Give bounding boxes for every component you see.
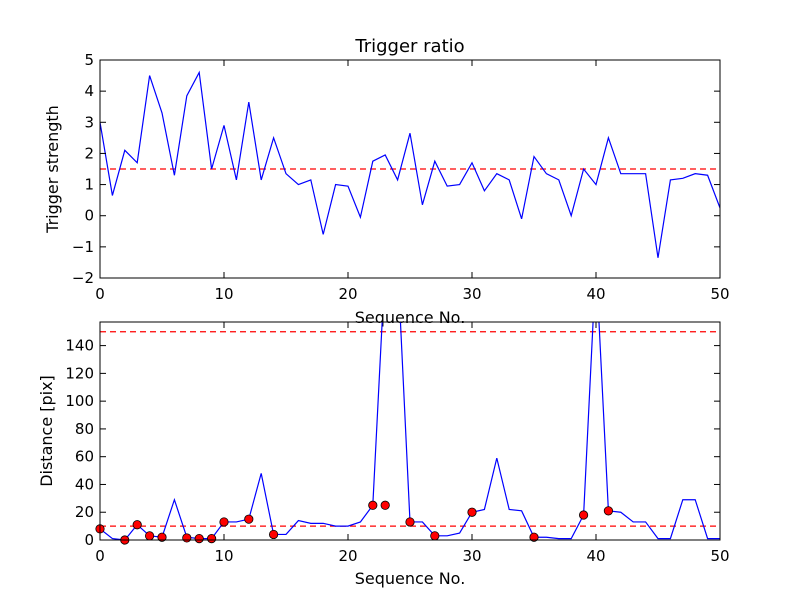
bottom-data-point <box>368 500 378 510</box>
top-y-tick-label: 3 <box>84 113 94 131</box>
bottom-y-axis-label: Distance [pix] <box>37 375 56 487</box>
bottom-y-tick-label: 120 <box>65 364 94 382</box>
bottom-data-point <box>157 532 167 542</box>
bottom-data-point <box>467 507 477 517</box>
top-x-ticks: 0 10 20 30 40 50 <box>95 60 730 303</box>
bottom-data-point <box>194 534 204 544</box>
bottom-subplot: 0 10 20 30 40 50 0 20 40 60 80 100 120 140 Sequence … <box>37 321 730 588</box>
bottom-y-tick-label: 0 <box>84 531 94 549</box>
bottom-plot-frame <box>99 321 721 541</box>
bottom-data-point <box>268 529 279 540</box>
bottom-x-tick-label: 20 <box>338 547 357 565</box>
top-x-axis-label: Sequence No. <box>355 308 466 327</box>
top-y-tick-label: −2 <box>72 269 94 287</box>
bottom-x-tick-label: 50 <box>710 547 729 565</box>
bottom-data-point <box>529 532 539 542</box>
bottom-x-tick-label: 0 <box>95 547 105 565</box>
bottom-x-axis-label: Sequence No. <box>355 569 466 588</box>
bottom-y-tick-label: 60 <box>75 448 94 466</box>
top-y-axis-label: Trigger strength <box>43 105 62 234</box>
bottom-data-point <box>578 510 589 520</box>
bottom-y-tick-label: 100 <box>65 392 94 410</box>
top-y-ticks: −2 −1 0 1 2 3 4 5 <box>72 51 720 287</box>
bottom-y-tick-label: 80 <box>75 420 94 438</box>
top-y-tick-label: 0 <box>84 207 94 225</box>
top-y-tick-label: −1 <box>72 238 94 256</box>
bottom-data-point <box>380 500 390 510</box>
top-x-tick-label: 0 <box>95 285 105 303</box>
top-y-tick-label: 2 <box>84 144 94 162</box>
top-plot-frame <box>99 59 721 279</box>
top-x-tick-label: 40 <box>586 285 605 303</box>
bottom-data-point <box>219 517 229 527</box>
bottom-data-point <box>603 506 614 516</box>
top-x-tick-label: 20 <box>338 285 357 303</box>
bottom-y-tick-label: 40 <box>75 475 94 493</box>
bottom-y-tick-label: 140 <box>65 337 94 355</box>
bottom-data-point <box>405 517 415 527</box>
top-series-line <box>100 70 720 258</box>
top-y-tick-label: 4 <box>84 82 94 100</box>
bottom-data-point <box>207 534 217 544</box>
bottom-data-point <box>182 533 192 543</box>
bottom-x-tick-label: 30 <box>462 547 481 565</box>
top-chart-title: Trigger ratio <box>354 36 464 57</box>
bottom-x-ticks: 0 10 20 30 40 50 <box>95 322 730 565</box>
bottom-x-tick-label: 10 <box>214 547 233 565</box>
top-x-tick-label: 50 <box>710 285 729 303</box>
top-x-tick-label: 10 <box>214 285 233 303</box>
bottom-y-ticks: 0 20 40 60 80 100 120 140 <box>65 337 720 549</box>
bottom-data-point <box>132 520 142 530</box>
bottom-data-point <box>430 531 440 541</box>
bottom-x-tick-label: 40 <box>586 547 605 565</box>
bottom-data-point <box>244 514 254 524</box>
top-y-tick-label: 1 <box>84 176 94 194</box>
bottom-y-tick-label: 20 <box>75 503 94 521</box>
top-y-tick-label: 5 <box>84 51 94 69</box>
top-series-group <box>100 70 720 258</box>
bottom-data-point <box>145 531 155 541</box>
top-subplot: Trigger ratio 0 10 20 30 40 50 −2 −1 0 1 2 3 4 5 Seq… <box>43 36 730 327</box>
top-x-tick-label: 30 <box>462 285 481 303</box>
